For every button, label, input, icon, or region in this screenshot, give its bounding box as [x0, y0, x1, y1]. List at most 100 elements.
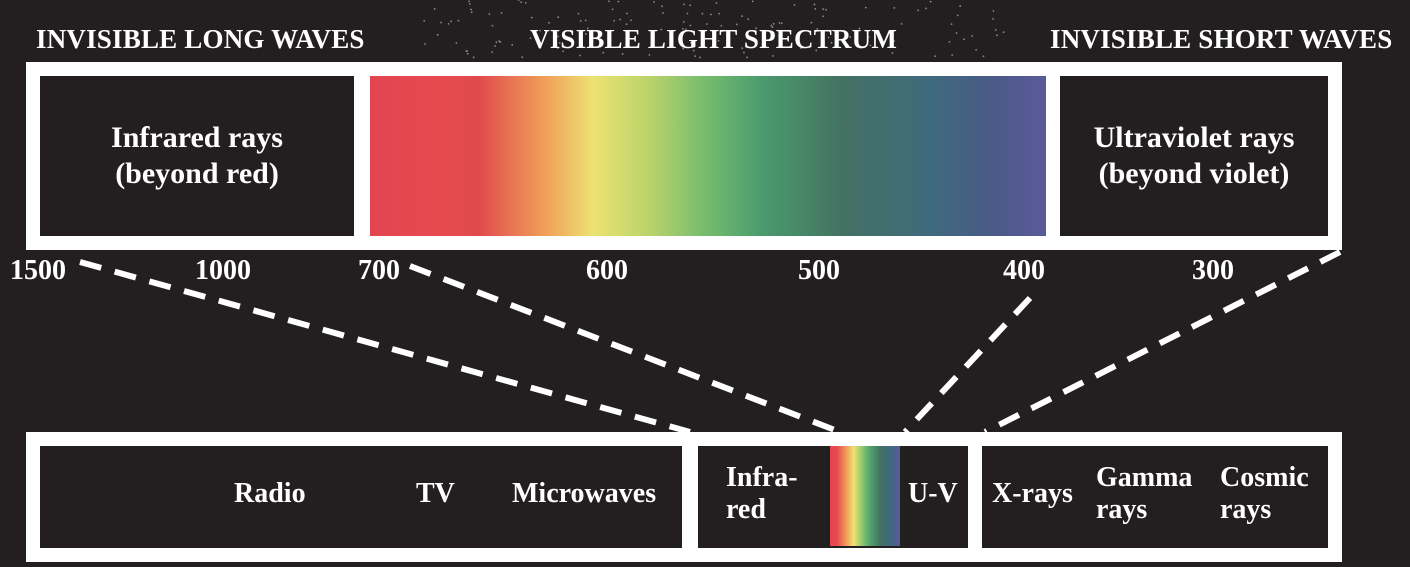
background-dot	[686, 12, 689, 15]
background-dot	[685, 28, 687, 31]
background-dot	[619, 18, 622, 21]
background-dot	[470, 11, 473, 14]
background-dot	[498, 40, 501, 43]
background-dot	[741, 15, 743, 18]
background-dot	[816, 28, 819, 30]
background-dot	[900, 23, 903, 25]
background-dot	[557, 16, 560, 19]
background-dot	[692, 31, 695, 33]
background-dot	[584, 19, 587, 22]
connector-right-outer	[983, 249, 1342, 435]
background-dot	[491, 51, 494, 54]
background-dot	[626, 12, 628, 15]
infrared-box-label: Infrared rays (beyond red)	[40, 120, 354, 192]
tick-600: 600	[586, 255, 628, 286]
background-dot	[524, 2, 527, 4]
background-dot	[813, 3, 816, 6]
background-dot	[793, 4, 796, 6]
background-dot	[613, 19, 616, 22]
tick-500: 500	[798, 255, 840, 286]
background-dot	[517, 0, 520, 1]
background-dot	[849, 36, 852, 38]
background-dot	[617, 0, 620, 3]
background-dot	[822, 15, 825, 18]
background-dot	[611, 8, 614, 11]
background-dot	[705, 23, 708, 25]
background-dot	[718, 12, 721, 15]
ultraviolet-box	[1046, 62, 1342, 250]
ultraviolet-box-line1: Ultraviolet rays	[1093, 121, 1295, 154]
background-dot	[562, 50, 565, 53]
background-dot	[814, 8, 817, 10]
background-dot	[822, 8, 825, 11]
background-dot	[500, 12, 503, 14]
connector-right-inner	[902, 295, 1033, 435]
background-dot	[440, 21, 443, 24]
background-dot	[436, 33, 439, 36]
background-dot	[780, 22, 783, 25]
tick-300: 300	[1192, 255, 1234, 286]
background-dot	[951, 54, 954, 56]
background-dot	[975, 49, 978, 51]
background-dot	[511, 43, 514, 46]
background-dot	[747, 18, 750, 21]
background-dot	[996, 34, 998, 37]
background-dot	[950, 23, 953, 26]
label-infrared-line1: Infra-	[726, 462, 798, 493]
background-dot	[455, 42, 458, 44]
heading-invisible-long-waves: INVISIBLE LONG WAVES	[36, 24, 365, 54]
long-waves-box	[26, 432, 696, 562]
background-dot	[800, 47, 802, 50]
background-dot	[934, 55, 936, 58]
background-dot	[495, 41, 498, 44]
background-dot	[778, 22, 781, 24]
background-dot	[956, 14, 959, 17]
background-dot	[746, 56, 748, 59]
label-cosmic-rays: Cosmic rays	[1220, 462, 1309, 526]
background-dot	[539, 29, 541, 32]
background-dot	[869, 44, 872, 47]
background-dot	[982, 55, 985, 58]
infrared-box-line1: Infrared rays	[111, 121, 283, 154]
label-cosmic-line1: Cosmic	[1220, 462, 1309, 493]
visible-spectrum-gradient	[370, 76, 1046, 236]
background-dot	[858, 27, 861, 30]
background-dot	[751, 0, 754, 3]
background-dot	[472, 56, 475, 59]
label-gamma-line1: Gamma	[1096, 462, 1193, 493]
background-dot	[521, 56, 524, 59]
background-dot	[682, 27, 684, 30]
background-dot	[701, 12, 704, 15]
background-dot	[662, 12, 664, 14]
background-dot	[692, 49, 695, 52]
label-xrays: X-rays	[992, 478, 1073, 509]
background-dot	[468, 3, 471, 5]
tick-1500: 1500	[10, 255, 66, 286]
connector-left-outer	[79, 259, 691, 435]
background-dot	[743, 51, 745, 54]
background-dot	[735, 23, 738, 26]
background-dot	[741, 47, 744, 50]
background-dot	[770, 24, 773, 27]
background-dot	[825, 8, 828, 11]
background-dot	[682, 47, 685, 50]
label-gamma-line2: rays	[1096, 494, 1148, 525]
background-dot	[994, 28, 997, 31]
background-dot	[488, 13, 491, 16]
tick-1000: 1000	[195, 255, 251, 286]
tick-700: 700	[358, 255, 400, 286]
background-dot	[815, 49, 818, 52]
background-dot	[717, 39, 720, 42]
background-dot	[556, 47, 559, 50]
background-dot	[602, 51, 605, 54]
background-dot	[830, 41, 833, 44]
background-dot	[948, 40, 951, 43]
background-dot	[466, 52, 469, 55]
background-dot	[867, 36, 870, 39]
background-dot	[491, 24, 494, 27]
label-infrared: Infra- red	[726, 462, 798, 526]
background-dot	[709, 13, 712, 16]
background-dot	[713, 31, 716, 34]
background-dot	[772, 22, 775, 25]
